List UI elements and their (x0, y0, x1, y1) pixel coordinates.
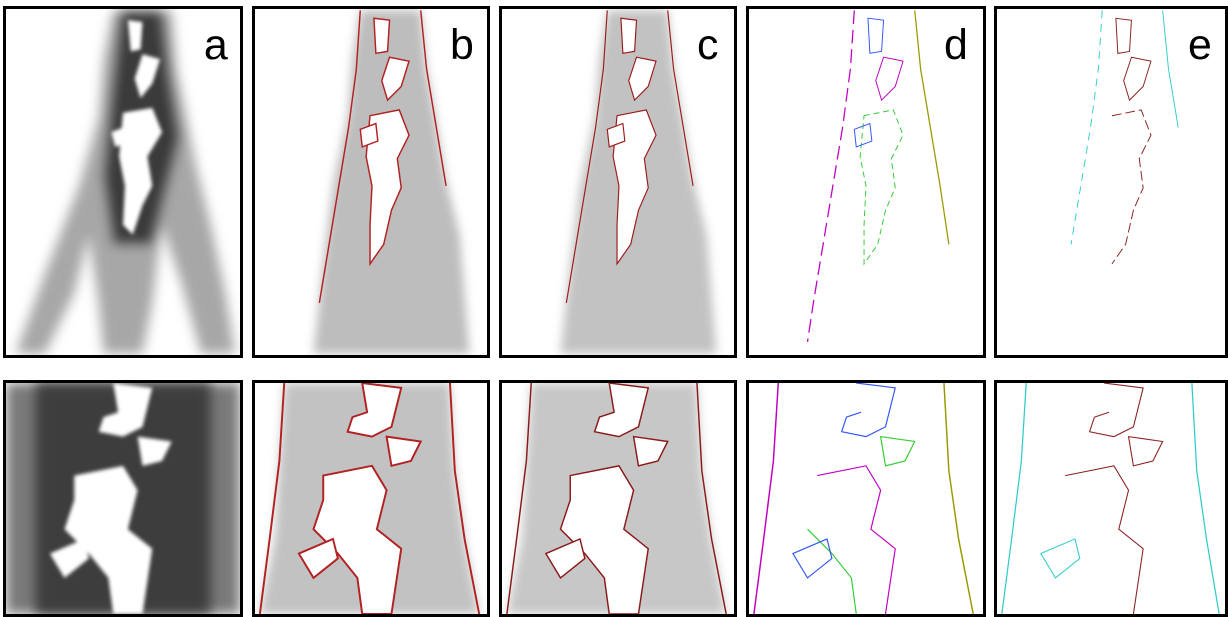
panel-c-zoom (499, 380, 737, 617)
edge-overlay-zoom-image (506, 383, 727, 614)
panel-e-zoom (994, 380, 1228, 617)
panel-a-zoom (3, 380, 243, 617)
panel-b-zoom (252, 380, 490, 617)
panel-c-full: c (499, 6, 737, 358)
panel-e-full: e (994, 6, 1228, 358)
refined-edge-zoom-image (1001, 383, 1220, 614)
panel-d-full: d (746, 6, 986, 358)
colored-edge-zoom-image (753, 383, 974, 614)
panel-label-e: e (1188, 21, 1212, 69)
edge-overlay-zoom-image (258, 383, 481, 614)
colored-edge-map-image: d (806, 10, 968, 342)
panel-b-full: b (252, 6, 490, 358)
panel-label-d: d (944, 21, 968, 69)
panel-a-full: a (3, 6, 243, 358)
grayscale-scan-image: a (15, 10, 236, 354)
panel-label-c: c (697, 21, 718, 69)
edge-overlay-image: b (313, 10, 474, 354)
refined-edge-map-image: e (1070, 10, 1212, 265)
panel-label-a: a (204, 21, 228, 69)
grayscale-zoom-image (6, 383, 240, 614)
edge-overlay-image: c (560, 10, 718, 354)
panel-d-zoom (746, 380, 986, 617)
panel-label-b: b (450, 21, 474, 69)
